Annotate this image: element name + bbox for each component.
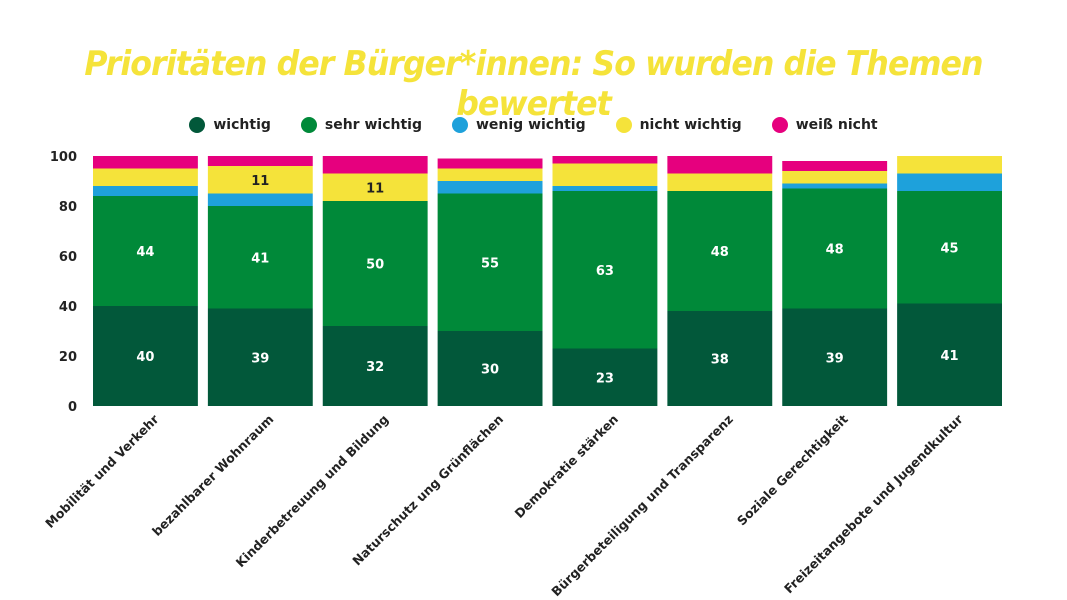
legend-item: sehr wichtig bbox=[300, 117, 422, 133]
bar-segment bbox=[93, 168, 198, 186]
legend-swatch bbox=[300, 117, 317, 133]
legend-item: weiß nicht bbox=[771, 117, 878, 133]
data-label: 50 bbox=[366, 258, 384, 273]
data-label: 39 bbox=[826, 351, 844, 366]
data-label: 48 bbox=[711, 245, 729, 260]
x-category-label: bezahlbarer Wohnraum bbox=[149, 412, 276, 539]
bar-segment bbox=[667, 311, 773, 406]
x-category-label: Soziale Gerechtigkeit bbox=[734, 411, 851, 528]
bar-segment bbox=[437, 193, 543, 331]
legend: wichtig sehr wichtig wenig wichtig nicht wi… bbox=[0, 117, 1067, 133]
x-category-label: Mobilität und Verkehr bbox=[42, 411, 162, 531]
legend-label: nicht wichtig bbox=[639, 117, 742, 133]
bar-segment bbox=[322, 173, 428, 201]
legend-item: wichtig bbox=[189, 117, 271, 133]
data-label: 41 bbox=[251, 251, 269, 266]
bar-segment bbox=[782, 188, 888, 309]
data-label: 44 bbox=[136, 245, 154, 260]
x-category-label: Demokratie stärken bbox=[512, 412, 621, 521]
bar-segment bbox=[437, 181, 543, 194]
bar-segment bbox=[897, 191, 1002, 304]
y-tick-label: 20 bbox=[59, 350, 77, 365]
data-label: 38 bbox=[711, 353, 729, 368]
bar-segment bbox=[782, 171, 888, 184]
bar-segment bbox=[667, 156, 773, 174]
legend-swatch bbox=[615, 117, 632, 133]
bar-segment bbox=[552, 186, 658, 191]
bar-segment bbox=[322, 326, 428, 406]
bar-segment bbox=[667, 191, 773, 311]
bar-segment bbox=[207, 166, 313, 194]
y-tick-label: 0 bbox=[68, 400, 77, 415]
data-label: 30 bbox=[481, 363, 499, 378]
bar-segment bbox=[437, 331, 543, 406]
bar-segment bbox=[897, 303, 1002, 406]
data-label: 41 bbox=[941, 349, 959, 364]
y-tick-label: 100 bbox=[50, 150, 77, 165]
bar-segment bbox=[93, 306, 198, 406]
bar-segment bbox=[207, 206, 313, 309]
legend-item: wenig wichtig bbox=[451, 117, 586, 133]
bar-segment bbox=[93, 196, 198, 306]
legend-swatch bbox=[189, 117, 206, 133]
bar-segment bbox=[207, 193, 313, 206]
data-label: 23 bbox=[596, 371, 614, 386]
bar-segment bbox=[322, 201, 428, 326]
legend-swatch bbox=[771, 117, 788, 133]
x-category-label: Bürgerbeteiligung und Transparenz bbox=[548, 412, 736, 600]
legend-item: nicht wichtig bbox=[615, 117, 742, 133]
bar-segment bbox=[782, 183, 888, 189]
bar-segment bbox=[207, 308, 313, 406]
bar-segment bbox=[437, 168, 543, 181]
bar-segment bbox=[897, 173, 1002, 191]
data-label: 11 bbox=[251, 174, 269, 189]
bar-segment bbox=[552, 191, 658, 349]
y-tick-label: 40 bbox=[59, 300, 77, 315]
legend-label: sehr wichtig bbox=[324, 117, 422, 133]
legend-label: wichtig bbox=[213, 117, 271, 133]
bar-segment bbox=[782, 308, 888, 406]
bar-segment bbox=[897, 156, 1002, 174]
bar-segment bbox=[207, 156, 313, 166]
bar-segment bbox=[552, 348, 658, 406]
legend-label: wenig wichtig bbox=[475, 117, 586, 133]
bar-segment bbox=[782, 161, 888, 171]
data-label: 39 bbox=[251, 351, 269, 366]
data-label: 55 bbox=[481, 256, 499, 271]
data-label: 48 bbox=[826, 243, 844, 258]
legend-swatch bbox=[451, 117, 468, 133]
bar-segment bbox=[552, 156, 658, 164]
data-label: 40 bbox=[136, 350, 154, 365]
bar-segment bbox=[322, 156, 428, 174]
bar-segment bbox=[667, 173, 773, 191]
y-tick-label: 60 bbox=[59, 250, 77, 265]
legend-label: weiß nicht bbox=[795, 117, 878, 133]
bar-segment bbox=[93, 186, 198, 196]
data-label: 45 bbox=[941, 241, 959, 256]
bar-segment bbox=[437, 158, 543, 169]
bar-segment bbox=[552, 163, 658, 186]
data-label: 32 bbox=[366, 360, 384, 375]
data-label: 11 bbox=[366, 181, 384, 196]
chart-title: Prioritäten der Bürger*innen: So wurden … bbox=[84, 44, 983, 124]
x-category-label: Freizeitangebote und Jugendkultur bbox=[781, 411, 966, 596]
y-tick-label: 80 bbox=[59, 200, 77, 215]
data-label: 63 bbox=[596, 264, 614, 279]
bar-segment bbox=[93, 156, 198, 169]
